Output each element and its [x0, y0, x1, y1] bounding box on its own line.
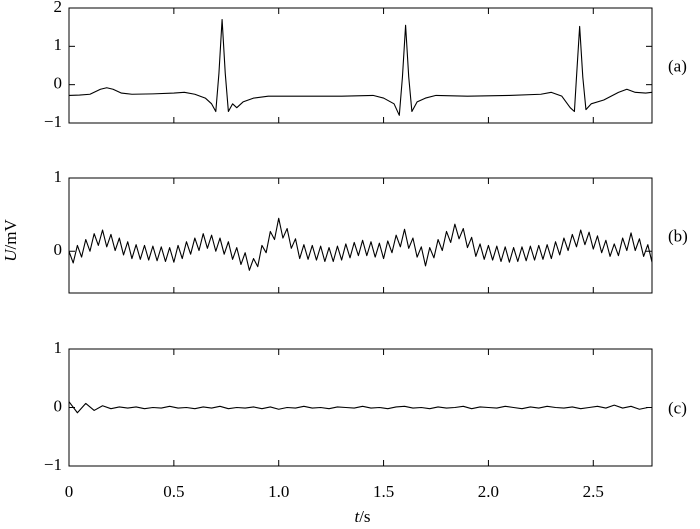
plot-frame: [68, 177, 653, 294]
x-tick-label: 0.5: [163, 482, 184, 501]
panel-label: (a): [668, 56, 687, 75]
x-tick-label: 1.5: [373, 482, 394, 501]
y-tick-label: 1: [54, 35, 63, 54]
panel-label: (b): [668, 226, 688, 245]
x-tick-label: 1.0: [268, 482, 289, 501]
plot-frame: [68, 7, 653, 124]
x-axis-label: t/s: [354, 507, 370, 526]
y-tick-label: 0: [54, 240, 63, 259]
signal-line: [68, 18, 653, 116]
x-tick-label: 2.0: [478, 482, 499, 501]
signal-line: [68, 217, 653, 271]
x-tick-label: 0: [65, 482, 74, 501]
y-tick-label: 1: [54, 338, 63, 357]
y-tick-label: 1: [54, 167, 63, 186]
y-axis-label: U/mV: [1, 219, 20, 262]
signal-line: [68, 401, 648, 414]
y-tick-label: 0: [54, 396, 63, 415]
x-tick-label: 2.5: [583, 482, 604, 501]
y-tick-label: 0: [54, 74, 63, 93]
panel-label: (c): [668, 398, 687, 417]
y-tick-label: −1: [44, 112, 62, 131]
y-tick-label: 2: [54, 0, 63, 16]
y-tick-label: −1: [44, 455, 62, 474]
